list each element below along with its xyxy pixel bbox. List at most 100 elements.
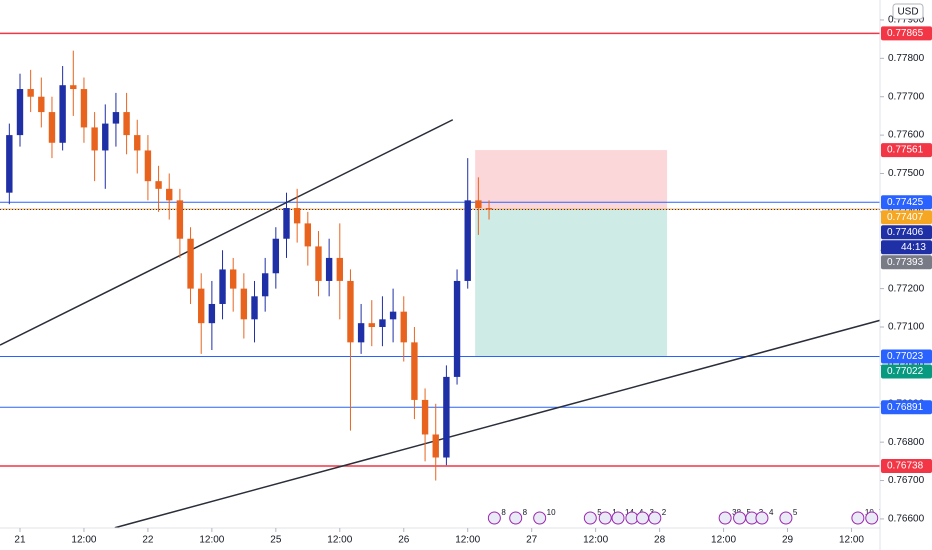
stop-label: 0.77561 [887,145,924,156]
candle-body [389,311,397,320]
candle-body [432,434,439,458]
y-tick-label: 0.76800 [888,437,925,448]
candle-body [368,323,375,328]
candle-body [229,269,237,289]
candle-body [134,135,141,151]
candle-body [347,280,354,343]
candle-body [219,269,226,304]
candle-body [38,96,45,113]
candle-body [176,200,184,239]
y-tick-label: 0.77500 [888,168,925,179]
candle-body [48,112,56,143]
y-tick-label: 0.77100 [888,322,925,333]
candle-body [443,376,450,458]
candle-body [261,273,269,297]
candle-body [80,89,88,128]
candle-body [16,89,24,136]
x-tick-label: 21 [14,535,26,546]
stop-zone [475,150,668,210]
candle-body [400,311,407,343]
countdown: 44:13 [901,242,926,253]
candle-body [155,181,162,189]
target-zone [475,209,668,357]
event-count: 4 [769,508,774,517]
axes: 0.77900 0.77800 0.77700 0.77600 0.77500 0.774… [14,3,932,546]
candle-body [70,85,77,90]
x-tick-label: 12:00 [839,535,864,546]
level-label-bg [881,210,932,225]
event-count: 10 [547,508,556,517]
candle-body [272,238,280,274]
event-icon [583,511,597,525]
event-icon [779,511,793,525]
level-label-bg [881,349,932,364]
currency: USD [897,7,918,18]
candle-body [464,200,471,281]
level-label-bg [881,458,932,473]
event-icon [755,511,769,525]
candle-body [453,280,461,377]
event-icon [611,511,625,525]
y-tick-label: 0.77900 [888,15,925,26]
event-count: 2 [662,508,667,517]
candle-body [411,342,418,400]
candle-body [251,296,258,320]
event-count: 8 [523,508,528,517]
last-price-label-bg [881,225,932,240]
trend-line [114,319,880,528]
countdown-bg [881,240,932,255]
level-label: 0.77425 [887,197,924,208]
candle-body [59,85,66,143]
candle-body [304,223,312,247]
candle-body [123,112,130,136]
event-icon [598,511,612,525]
candle-body [475,200,482,209]
event-count: 8 [501,508,506,517]
bid-price-label: 0.77393 [887,257,924,268]
level-label-bg [881,400,932,415]
candle-body [485,208,493,210]
currency-badge [892,3,924,20]
x-tick-label: 12:00 [455,535,480,546]
event-icon [636,511,650,525]
candle-body [336,257,343,281]
target-label: 0.77022 [887,366,924,377]
x-tick-label: 12:00 [199,535,224,546]
candle-body [357,323,365,343]
event-icon [865,511,879,525]
candle-body [315,246,322,281]
y-tick-label: 0.77800 [888,53,925,64]
event-icon [533,511,547,525]
event-icon [733,511,747,525]
level-label: 0.76891 [887,402,924,413]
x-tick-label: 12:00 [711,535,736,546]
y-tick-label: 0.76700 [888,475,925,486]
y-tick-label: 0.77700 [888,91,925,102]
level-label-bg [881,26,932,41]
x-tick-label: 29 [782,535,794,546]
x-tick-label: 22 [142,535,154,546]
level-label-bg [881,195,932,210]
candle-body [208,303,216,324]
level-label: 0.77023 [887,351,924,362]
event-icon [648,511,662,525]
level-label: 0.77407 [887,212,924,223]
event-icon [718,511,732,525]
trend-line [0,119,454,346]
event-count: 5 [597,508,602,517]
x-tick-label: 27 [526,535,538,546]
level-label: 0.76738 [887,461,924,472]
y-tick-label: 0.77200 [888,283,925,294]
event-count: 7 [879,508,884,517]
candle-body [27,89,34,97]
candle-body [144,150,152,182]
candle-body [166,188,173,201]
candle-body [283,208,290,239]
plot-area: 88105114432385345107 [0,32,884,528]
candle-body [379,319,386,328]
candle-body [240,288,248,320]
y-tick-label: 0.76600 [888,514,925,525]
level-label: 0.77865 [887,28,924,39]
stop-label-bg [881,143,932,158]
